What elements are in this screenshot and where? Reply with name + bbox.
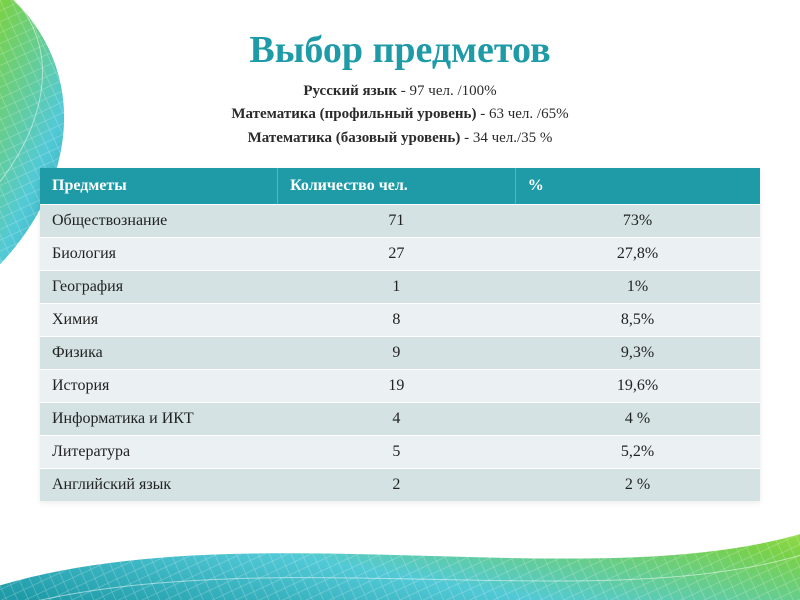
- slide-content: Выбор предметов Русский язык - 97 чел. /…: [0, 0, 800, 501]
- table-row: Биология 27 27,8%: [40, 237, 760, 270]
- cell-percent: 4 %: [515, 402, 760, 435]
- table-row: Информатика и ИКТ 4 4 %: [40, 402, 760, 435]
- cell-count: 2: [278, 468, 516, 501]
- cell-subject: Биология: [40, 237, 278, 270]
- subjects-table: Предметы Количество чел. % Обществознани…: [40, 168, 760, 501]
- subtitle-value: - 34 чел./35 %: [460, 130, 552, 146]
- cell-percent: 1%: [515, 270, 760, 303]
- cell-count: 71: [278, 204, 516, 237]
- subtitle-line-2: Математика (базовый уровень) - 34 чел./3…: [0, 127, 800, 150]
- cell-percent: 73%: [515, 204, 760, 237]
- cell-subject: Информатика и ИКТ: [40, 402, 278, 435]
- col-header-count: Количество чел.: [278, 168, 516, 205]
- subtitle-value: - 63 чел. /65%: [476, 106, 568, 122]
- subtitle-line-1: Математика (профильный уровень) - 63 чел…: [0, 103, 800, 126]
- cell-percent: 9,3%: [515, 336, 760, 369]
- cell-count: 5: [278, 435, 516, 468]
- cell-subject: Обществознание: [40, 204, 278, 237]
- subtitle-value: - 97 чел. /100%: [397, 83, 497, 99]
- cell-count: 27: [278, 237, 516, 270]
- cell-subject: Химия: [40, 303, 278, 336]
- cell-percent: 8,5%: [515, 303, 760, 336]
- cell-count: 8: [278, 303, 516, 336]
- cell-percent: 27,8%: [515, 237, 760, 270]
- table-body: Обществознание 71 73% Биология 27 27,8% …: [40, 204, 760, 501]
- table-row: Английский язык 2 2 %: [40, 468, 760, 501]
- subjects-table-wrap: Предметы Количество чел. % Обществознани…: [40, 168, 760, 501]
- cell-subject: Физика: [40, 336, 278, 369]
- cell-count: 1: [278, 270, 516, 303]
- table-row: Литература 5 5,2%: [40, 435, 760, 468]
- cell-count: 4: [278, 402, 516, 435]
- table-row: Химия 8 8,5%: [40, 303, 760, 336]
- cell-count: 19: [278, 369, 516, 402]
- subtitle-line-0: Русский язык - 97 чел. /100%: [0, 80, 800, 103]
- page-title: Выбор предметов: [0, 28, 800, 72]
- subtitle-label: Математика (базовый уровень): [248, 130, 461, 146]
- table-row: География 1 1%: [40, 270, 760, 303]
- cell-subject: Литература: [40, 435, 278, 468]
- table-row: Обществознание 71 73%: [40, 204, 760, 237]
- table-header-row: Предметы Количество чел. %: [40, 168, 760, 205]
- cell-subject: История: [40, 369, 278, 402]
- table-row: История 19 19,6%: [40, 369, 760, 402]
- cell-subject: География: [40, 270, 278, 303]
- col-header-percent: %: [515, 168, 760, 205]
- cell-subject: Английский язык: [40, 468, 278, 501]
- table-row: Физика 9 9,3%: [40, 336, 760, 369]
- subtitle-label: Русский язык: [303, 83, 397, 99]
- cell-percent: 5,2%: [515, 435, 760, 468]
- cell-count: 9: [278, 336, 516, 369]
- subtitle-label: Математика (профильный уровень): [231, 106, 476, 122]
- col-header-subject: Предметы: [40, 168, 278, 205]
- cell-percent: 2 %: [515, 468, 760, 501]
- cell-percent: 19,6%: [515, 369, 760, 402]
